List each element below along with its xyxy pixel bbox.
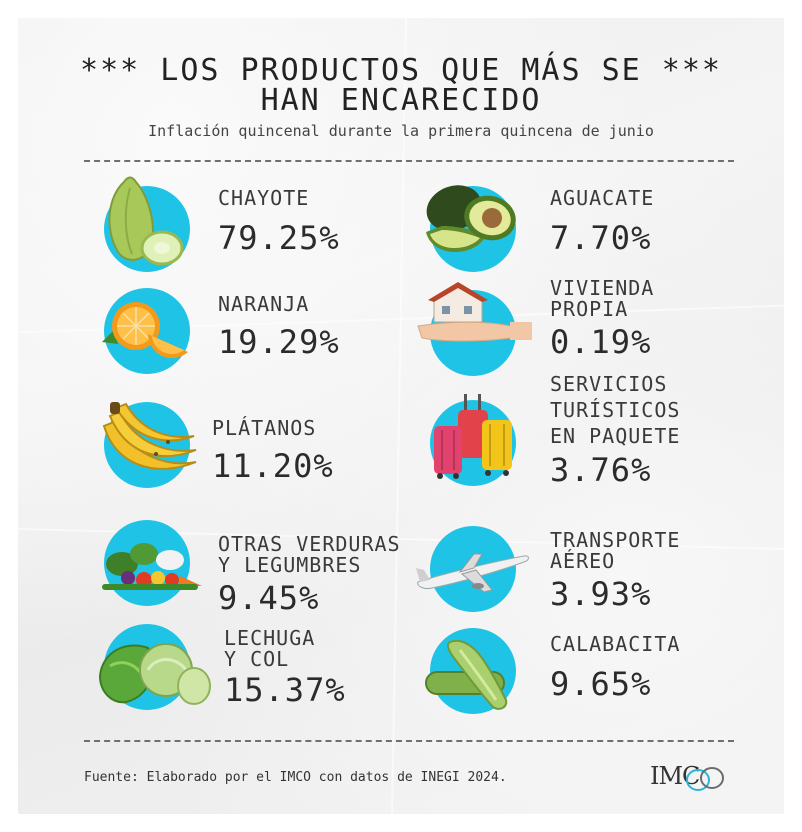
chayote-icon	[108, 176, 184, 266]
item-name: SERVICIOS TURÍSTICOS EN PAQUETE	[550, 372, 681, 448]
item-value: 3.76%	[550, 451, 652, 489]
avocado-icon	[426, 185, 516, 253]
infographic-card: *** LOS PRODUCTOS QUE MÁS SE *** HAN ENC…	[18, 18, 784, 814]
airplane-icon	[416, 553, 529, 593]
item-value: 19.29%	[218, 323, 340, 361]
item-value: 79.25%	[218, 219, 340, 257]
imco-logo-mark	[686, 767, 724, 791]
item-name: VIVIENDA PROPIA	[550, 276, 655, 321]
item-platanos: PLÁTANOS 11.20%	[96, 392, 396, 492]
item-value: 9.45%	[218, 579, 320, 617]
item-value: 3.93%	[550, 575, 652, 613]
bottom-divider	[84, 740, 734, 742]
title-line-1: *** LOS PRODUCTOS QUE MÁS SE ***	[80, 53, 722, 88]
item-value: 0.19%	[550, 323, 652, 361]
item-name: LECHUGA Y COL	[224, 626, 316, 671]
house-in-hand-icon	[417, 282, 532, 342]
item-value: 15.37%	[224, 671, 346, 709]
item-servicios-turisticos: SERVICIOS TURÍSTICOS EN PAQUETE 3.76%	[418, 372, 748, 502]
suitcases-icon	[434, 394, 512, 479]
item-otras-verduras: OTRAS VERDURAS Y LEGUMBRES 9.45%	[96, 510, 426, 614]
item-value: 7.70%	[550, 219, 652, 257]
item-value: 11.20%	[212, 447, 334, 485]
subtitle: Inflación quincenal durante la primera q…	[148, 122, 654, 140]
vegetables-icon	[102, 543, 202, 590]
banana-icon	[102, 402, 197, 470]
item-lechuga-y-col: LECHUGA Y COL 15.37%	[96, 618, 396, 718]
item-aguacate: AGUACATE 7.70%	[418, 174, 748, 274]
item-name: OTRAS VERDURAS Y LEGUMBRES	[218, 532, 401, 577]
imco-logo: IMC	[650, 762, 700, 790]
item-vivienda-propia: VIVIENDA PROPIA 0.19%	[417, 272, 748, 376]
item-name: NARANJA	[218, 292, 310, 316]
title-line-2: HAN ENCARECIDO	[260, 83, 542, 118]
lettuce-cabbage-icon	[98, 643, 211, 705]
item-transporte-aereo: TRANSPORTE AÉREO 3.93%	[416, 508, 748, 613]
item-naranja: NARANJA 19.29%	[96, 282, 396, 382]
top-divider	[84, 160, 734, 162]
source-note: Fuente: Elaborado por el IMCO con datos …	[84, 770, 507, 785]
item-chayote: CHAYOTE 79.25%	[96, 174, 396, 274]
item-name: CHAYOTE	[218, 186, 310, 210]
item-name: CALABACITA	[550, 632, 681, 656]
item-name: AGUACATE	[550, 186, 655, 210]
item-name: TRANSPORTE AÉREO	[550, 528, 681, 573]
orange-icon	[102, 302, 188, 359]
item-calabacita: CALABACITA 9.65%	[418, 618, 748, 718]
item-value: 9.65%	[550, 665, 652, 703]
zucchini-icon	[425, 639, 508, 710]
item-name: PLÁTANOS	[212, 416, 317, 440]
